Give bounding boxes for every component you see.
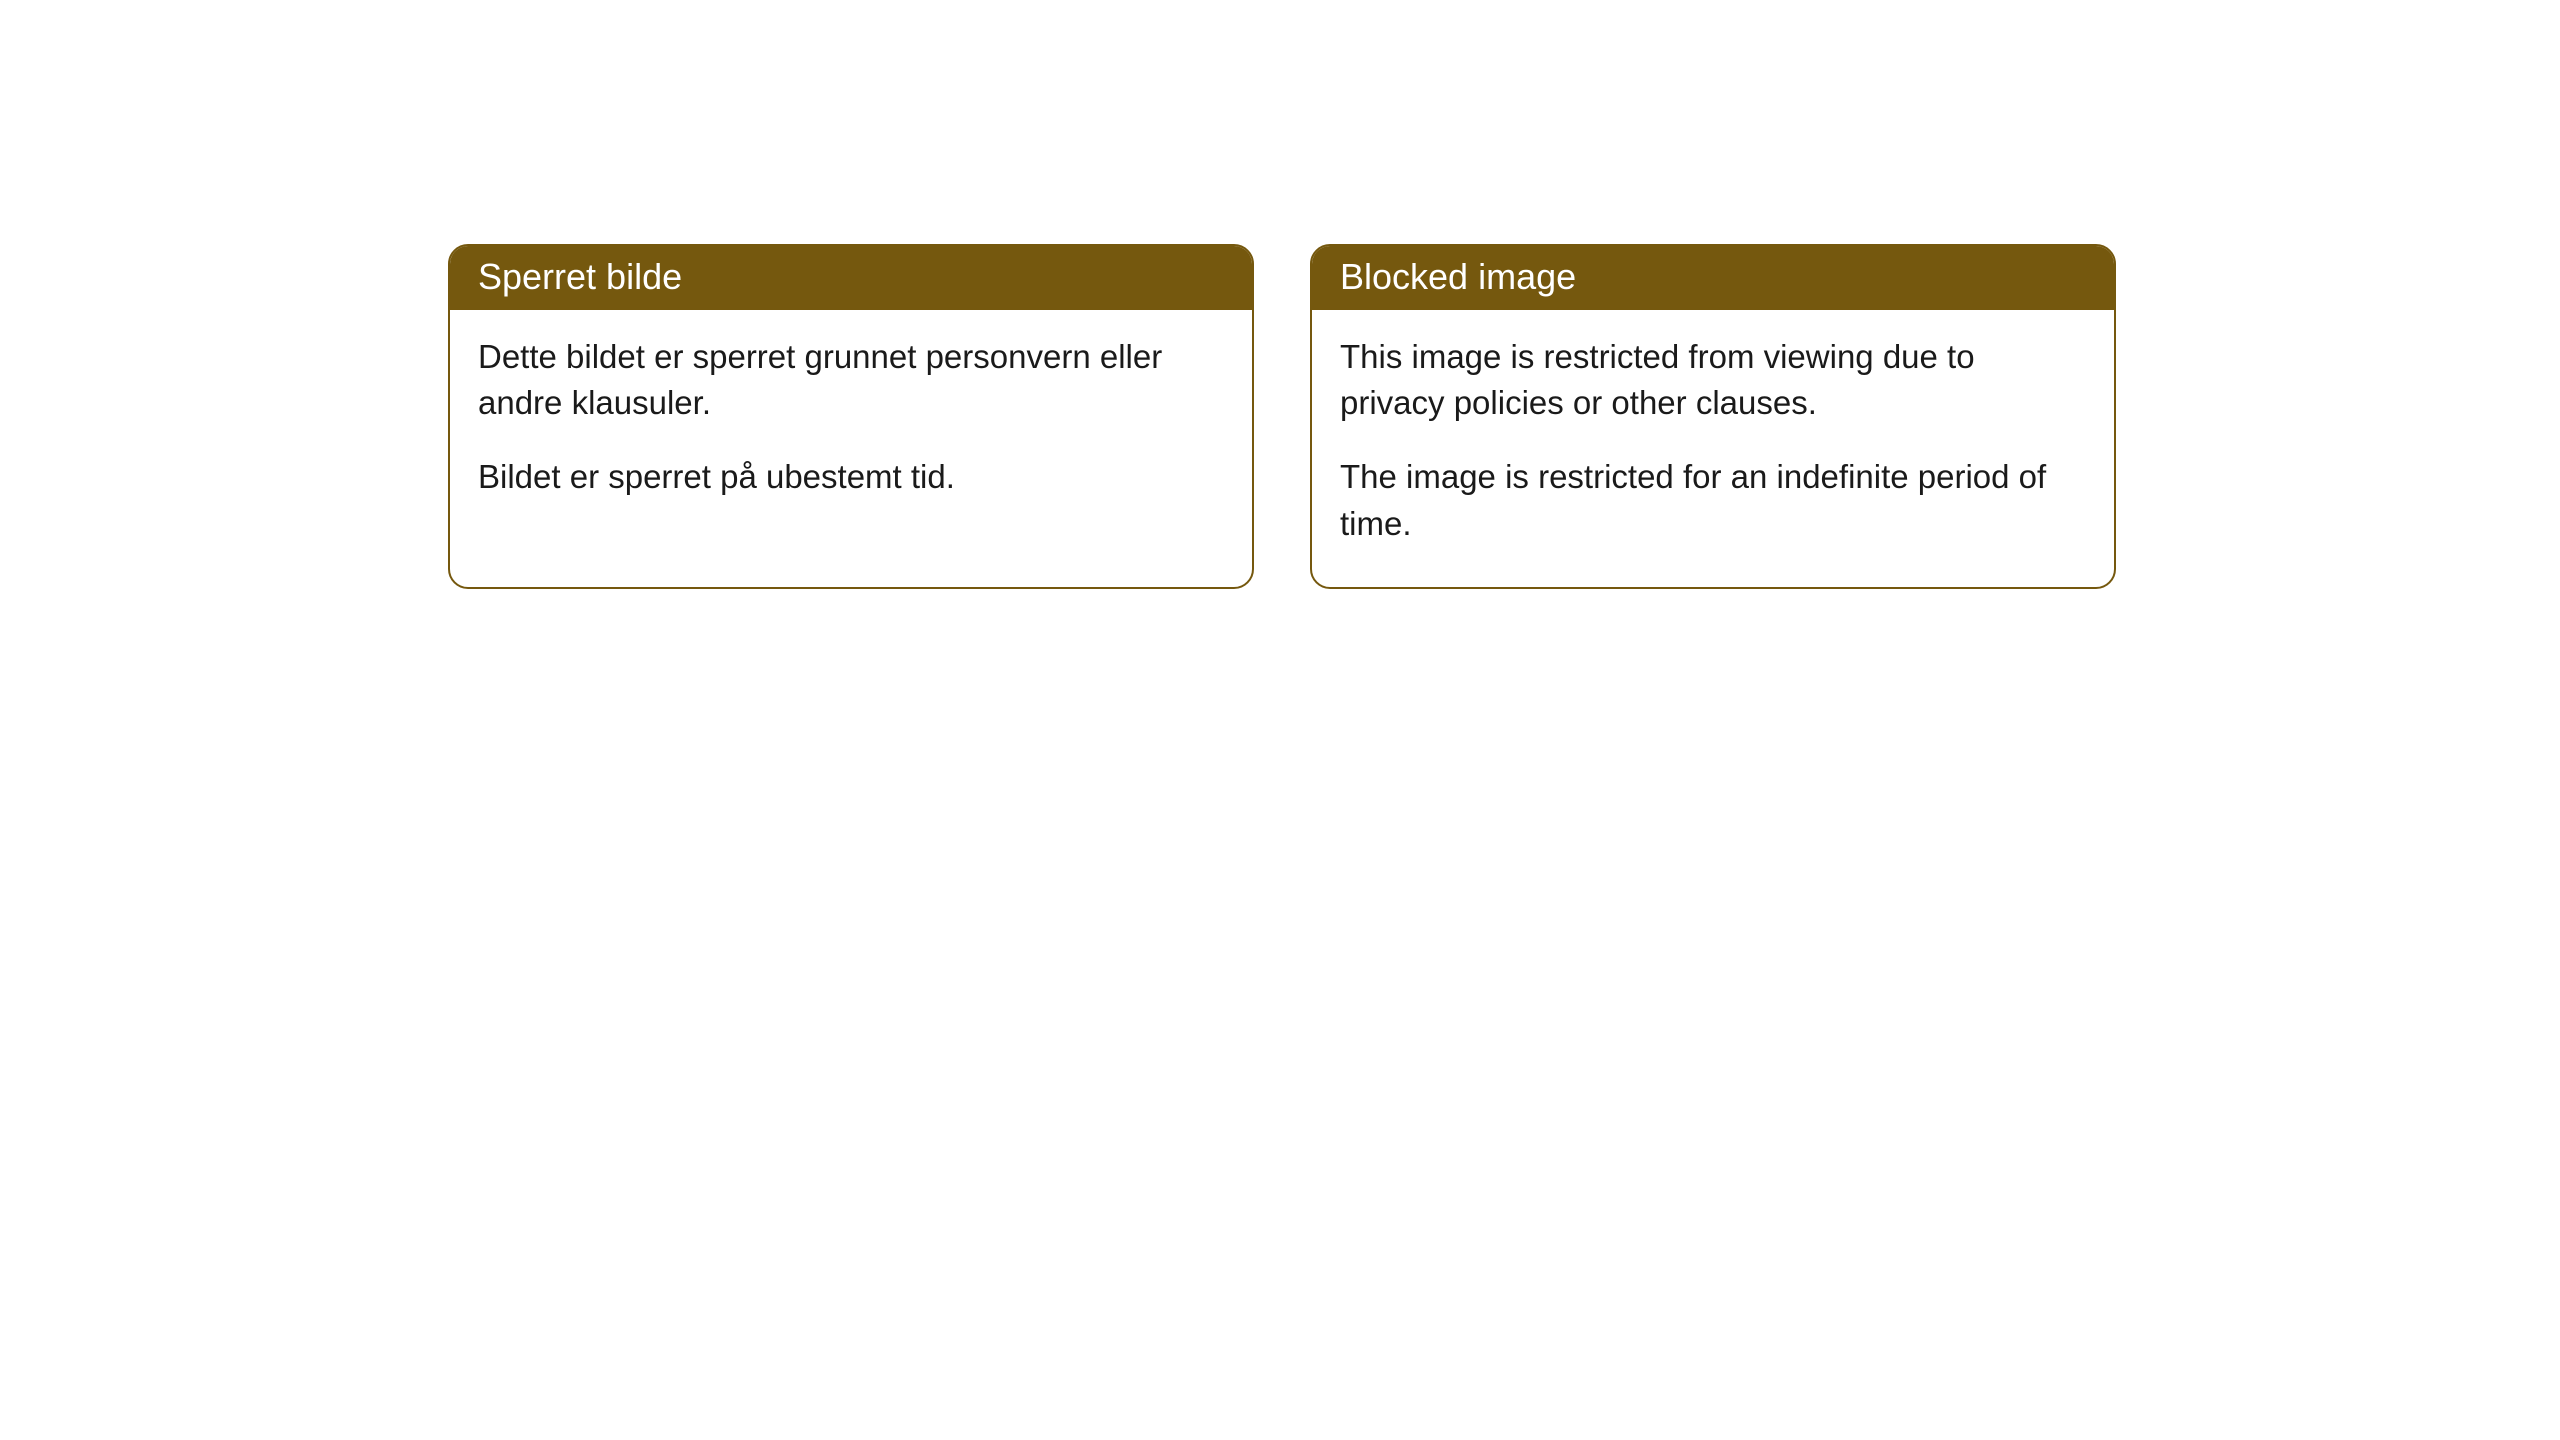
card-paragraph-1: This image is restricted from viewing du… bbox=[1340, 334, 2086, 426]
blocked-image-card-english: Blocked image This image is restricted f… bbox=[1310, 244, 2116, 589]
notice-cards-container: Sperret bilde Dette bildet er sperret gr… bbox=[448, 244, 2116, 589]
card-header: Sperret bilde bbox=[450, 246, 1252, 310]
card-paragraph-2: The image is restricted for an indefinit… bbox=[1340, 454, 2086, 546]
card-body: Dette bildet er sperret grunnet personve… bbox=[450, 310, 1252, 541]
blocked-image-card-norwegian: Sperret bilde Dette bildet er sperret gr… bbox=[448, 244, 1254, 589]
card-header: Blocked image bbox=[1312, 246, 2114, 310]
card-paragraph-2: Bildet er sperret på ubestemt tid. bbox=[478, 454, 1224, 500]
card-body: This image is restricted from viewing du… bbox=[1312, 310, 2114, 587]
card-title: Blocked image bbox=[1340, 256, 1576, 297]
card-paragraph-1: Dette bildet er sperret grunnet personve… bbox=[478, 334, 1224, 426]
card-title: Sperret bilde bbox=[478, 256, 682, 297]
